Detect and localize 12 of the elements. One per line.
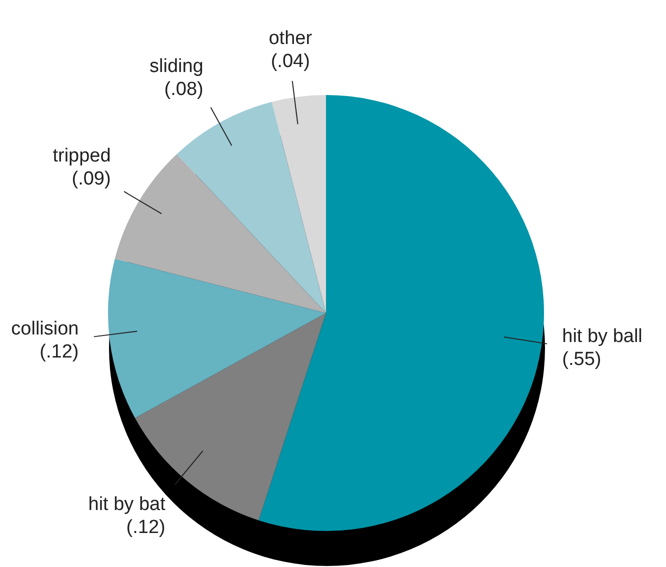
slice-label: hit by bat (88, 494, 166, 516)
data-label: (.55) (562, 349, 602, 370)
slice-label: hit by ball (562, 326, 642, 348)
slice-label: collision (11, 318, 79, 340)
data-label: (.08) (164, 79, 204, 100)
slice-label: tripped (52, 146, 111, 167)
slice-label: sliding (150, 56, 204, 78)
slice-label: other (268, 28, 313, 49)
data-label: (.12) (126, 517, 166, 538)
data-label: (.12) (40, 342, 79, 363)
data-label: (.09) (72, 168, 111, 190)
data-label: (.04) (270, 50, 310, 72)
